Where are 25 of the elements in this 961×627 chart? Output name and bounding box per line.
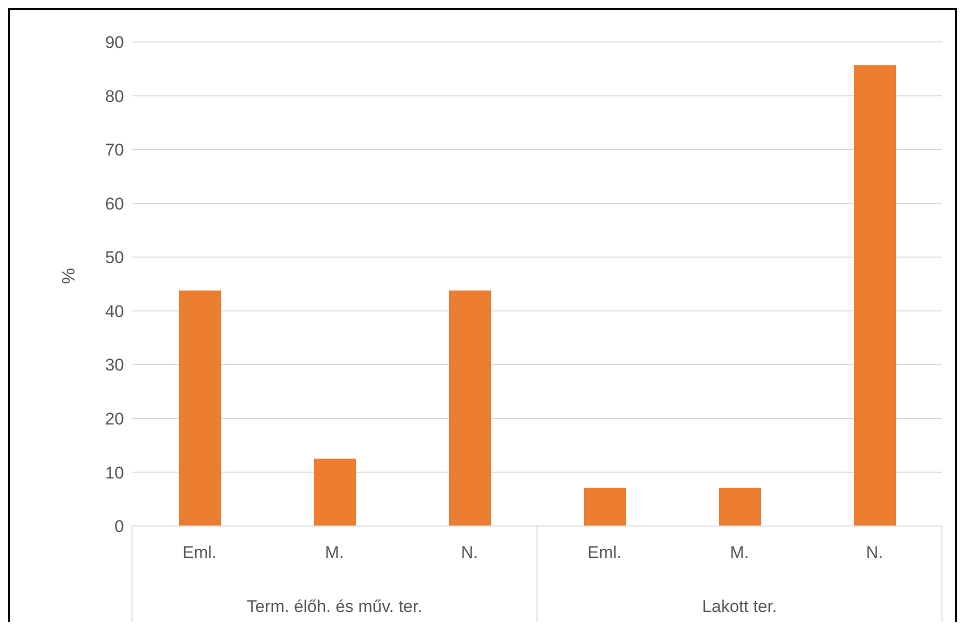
x-tick-label: M.: [325, 543, 344, 562]
y-tick-label: 70: [105, 140, 124, 160]
y-tick-label: 20: [105, 409, 124, 428]
bar: [314, 458, 356, 526]
x-tick-label: M.: [730, 543, 749, 562]
x-tick-label: N.: [461, 543, 478, 562]
bar: [854, 65, 896, 526]
text: Lakott ter.: [702, 597, 777, 616]
y-tick-label: 30: [105, 356, 124, 375]
y-tick-label: 50: [105, 248, 124, 268]
bar: [584, 488, 626, 526]
y-tick-label: 10: [105, 463, 124, 482]
y-tick-label: 40: [105, 302, 124, 321]
x-tick-label: Eml.: [588, 543, 622, 562]
x-tick-label: Eml.: [182, 543, 216, 562]
x-tick-label: N.: [866, 543, 883, 562]
text: Term. élőh. és műv. ter.: [246, 597, 422, 616]
y-tick-label: 60: [105, 194, 124, 214]
y-tick-label: 80: [105, 86, 124, 106]
bar: [719, 488, 761, 526]
y-tick-label: 0: [114, 517, 124, 536]
bar: [179, 290, 221, 526]
y-axis-title: %: [58, 268, 78, 284]
y-tick-label: 90: [105, 33, 124, 52]
bar: [449, 290, 491, 526]
